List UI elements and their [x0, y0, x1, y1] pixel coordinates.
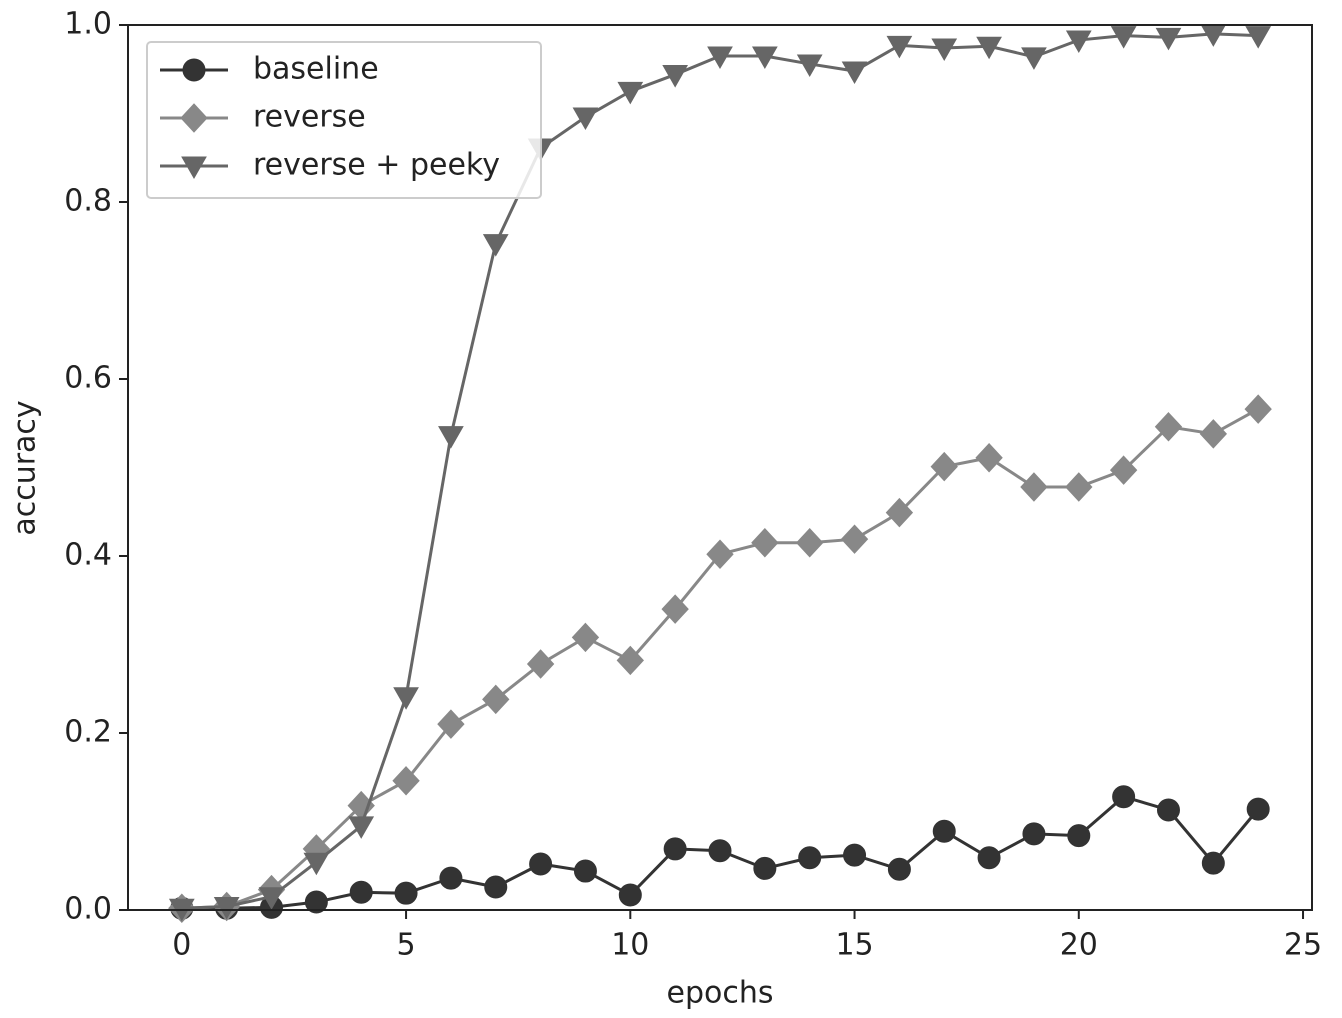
marker: [753, 856, 777, 880]
marker: [1244, 394, 1272, 424]
legend-marker: [181, 156, 207, 180]
marker: [977, 846, 1001, 870]
marker: [843, 843, 867, 867]
series-line: [181, 407, 1259, 910]
y-tick-label: 1.0: [64, 7, 112, 42]
marker: [1110, 26, 1137, 49]
marker: [1155, 27, 1182, 51]
marker: [1067, 824, 1091, 848]
y-tick-label: 0.4: [64, 538, 112, 573]
marker: [796, 54, 823, 77]
marker: [1245, 26, 1272, 49]
marker: [1065, 30, 1092, 54]
marker: [303, 852, 330, 876]
plot-frame: [127, 24, 1313, 911]
marker: [1065, 472, 1093, 502]
marker: [393, 687, 419, 710]
marker: [1022, 822, 1046, 846]
marker: [887, 857, 911, 881]
y-tick-label: 0.0: [64, 892, 112, 927]
marker: [617, 81, 644, 105]
marker: [392, 766, 420, 796]
marker: [439, 866, 463, 890]
legend-label: reverse + peeky: [253, 148, 500, 183]
marker: [484, 875, 508, 899]
marker: [394, 881, 418, 905]
marker: [1199, 419, 1228, 449]
x-tick-label: 20: [1060, 928, 1098, 963]
x-tick-label: 15: [835, 928, 873, 963]
x-axis-label: epochs: [667, 976, 774, 1011]
legend-label: reverse: [253, 100, 366, 135]
marker: [661, 594, 689, 624]
x-tick-label: 10: [611, 928, 649, 963]
marker: [1112, 785, 1136, 809]
marker: [840, 524, 869, 554]
marker: [304, 890, 328, 914]
marker: [526, 649, 555, 679]
x-tick-label: 0: [172, 928, 191, 963]
marker: [931, 38, 958, 62]
marker: [885, 497, 914, 528]
legend-box: [146, 41, 542, 199]
marker: [751, 46, 778, 69]
marker: [573, 859, 597, 883]
marker: [798, 846, 822, 870]
marker: [1156, 798, 1180, 822]
marker: [616, 645, 644, 676]
legend-marker: [180, 103, 208, 133]
marker: [1246, 797, 1270, 821]
marker: [707, 46, 733, 69]
marker: [348, 816, 375, 839]
marker: [437, 709, 465, 739]
marker: [662, 65, 689, 88]
marker: [796, 527, 824, 558]
marker: [349, 880, 373, 904]
marker: [1154, 412, 1183, 442]
x-tick-label: 5: [397, 928, 416, 963]
marker: [529, 852, 553, 876]
marker: [751, 527, 779, 558]
marker: [708, 839, 732, 863]
marker: [976, 36, 1002, 60]
marker: [258, 887, 285, 910]
marker: [1109, 455, 1138, 485]
marker: [618, 883, 642, 907]
marker: [482, 234, 509, 257]
y-tick-label: 0.6: [64, 361, 112, 396]
marker: [1021, 47, 1047, 70]
y-axis-label: accuracy: [8, 400, 43, 535]
marker: [572, 107, 599, 131]
y-tick-label: 0.2: [64, 715, 112, 750]
marker: [571, 622, 600, 653]
marker: [482, 684, 510, 715]
marker: [886, 35, 913, 59]
y-tick-label: 0.8: [64, 184, 112, 219]
marker: [438, 426, 464, 449]
marker: [663, 837, 687, 861]
marker: [975, 443, 1003, 473]
legend-marker: [182, 58, 206, 82]
marker: [706, 539, 734, 569]
marker: [1201, 851, 1225, 875]
marker: [213, 896, 240, 920]
marker: [932, 819, 956, 843]
marker: [930, 451, 958, 482]
x-tick-label: 25: [1284, 928, 1322, 963]
marker: [1020, 472, 1048, 502]
marker: [841, 61, 868, 85]
legend-label: baseline: [253, 52, 379, 87]
